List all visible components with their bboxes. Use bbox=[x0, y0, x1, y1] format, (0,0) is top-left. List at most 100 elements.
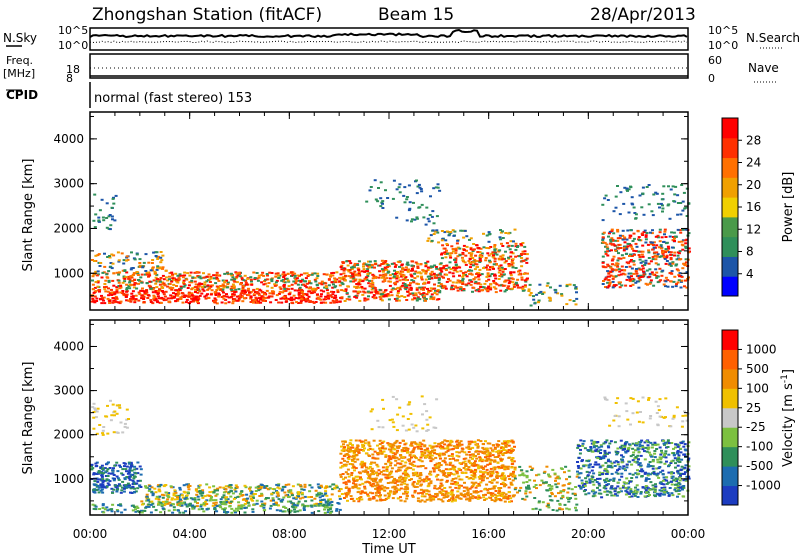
echo-cell bbox=[606, 254, 610, 257]
echo-cell bbox=[652, 284, 656, 287]
echo-cell bbox=[498, 449, 502, 452]
echo-cell bbox=[497, 492, 501, 495]
echo-cell bbox=[498, 498, 502, 501]
echo-cell bbox=[213, 507, 217, 510]
echo-cell bbox=[645, 232, 649, 234]
echo-cell bbox=[105, 485, 109, 488]
echo-cell bbox=[347, 446, 350, 449]
echo-cell bbox=[420, 276, 423, 279]
echo-cell bbox=[378, 447, 382, 450]
echo-cell bbox=[249, 290, 253, 293]
echo-cell bbox=[286, 297, 290, 300]
echo-cell bbox=[93, 193, 97, 196]
echo-cell bbox=[509, 255, 513, 258]
echo-cell bbox=[471, 453, 475, 456]
echo-cell bbox=[485, 275, 489, 278]
echo-cell bbox=[178, 488, 182, 491]
echo-cell bbox=[488, 487, 492, 490]
echo-cell bbox=[633, 253, 636, 256]
echo-cell bbox=[331, 488, 335, 491]
echo-cell bbox=[91, 503, 95, 506]
echo-cell bbox=[398, 462, 402, 465]
echo-cell bbox=[110, 510, 114, 513]
echo-cell bbox=[178, 274, 182, 277]
echo-cell bbox=[507, 263, 511, 265]
echo-cell bbox=[436, 183, 440, 186]
echo-cell bbox=[413, 441, 417, 444]
echo-cell bbox=[352, 277, 356, 280]
echo-cell bbox=[139, 289, 143, 292]
echo-cell bbox=[282, 274, 286, 277]
echo-cell bbox=[644, 238, 648, 241]
echo-cell bbox=[249, 301, 253, 303]
echo-cell bbox=[349, 463, 353, 466]
echo-cell bbox=[182, 285, 186, 288]
echo-cell bbox=[628, 236, 632, 239]
echo-cell bbox=[508, 280, 512, 283]
echo-cell bbox=[371, 456, 375, 459]
echo-cell bbox=[194, 295, 198, 298]
echo-cell bbox=[507, 257, 511, 260]
echo-cell bbox=[340, 445, 343, 448]
echo-cell bbox=[183, 294, 187, 297]
echo-cell bbox=[324, 282, 328, 285]
echo-cell bbox=[467, 466, 471, 469]
freq-tick-bottom: 8 bbox=[66, 72, 73, 85]
echo-cell bbox=[482, 267, 485, 270]
echo-cell bbox=[108, 228, 112, 231]
echo-cell bbox=[329, 506, 333, 509]
echo-cell bbox=[101, 216, 105, 219]
echo-cell bbox=[100, 488, 104, 491]
echo-cell bbox=[626, 189, 629, 192]
echo-cell bbox=[359, 476, 362, 479]
echo-cell bbox=[419, 472, 423, 474]
echo-cell bbox=[159, 511, 163, 514]
echo-cell bbox=[475, 266, 479, 269]
echo-cell bbox=[228, 505, 232, 508]
echo-cell bbox=[384, 447, 388, 450]
echo-cell bbox=[449, 468, 453, 471]
echo-cell bbox=[438, 462, 441, 464]
echo-cell bbox=[507, 486, 511, 489]
echo-cell bbox=[483, 475, 486, 478]
echo-cell bbox=[456, 494, 460, 497]
echo-cell bbox=[448, 462, 452, 465]
echo-cell bbox=[488, 233, 492, 235]
echo-cell bbox=[279, 499, 283, 502]
echo-cell bbox=[503, 483, 507, 485]
echo-cell bbox=[367, 467, 371, 470]
echo-cell bbox=[625, 188, 629, 191]
echo-cell bbox=[340, 268, 344, 271]
echo-cell bbox=[465, 453, 469, 456]
echo-cell bbox=[289, 489, 293, 492]
echo-cell bbox=[366, 477, 370, 480]
echo-cell bbox=[471, 463, 475, 466]
echo-cell bbox=[332, 283, 335, 286]
echo-cell bbox=[96, 478, 100, 481]
echo-cell bbox=[438, 291, 442, 294]
echo-cell bbox=[473, 474, 477, 476]
echo-cell bbox=[465, 249, 468, 252]
echo-cell bbox=[428, 453, 432, 456]
echo-cell bbox=[260, 505, 264, 508]
echo-cell bbox=[330, 281, 334, 284]
echo-cell bbox=[461, 275, 465, 278]
echo-cell bbox=[650, 232, 654, 235]
echo-cell bbox=[455, 443, 459, 446]
echo-cell bbox=[333, 279, 337, 282]
echo-cell bbox=[259, 301, 263, 304]
echo-cell bbox=[339, 488, 343, 491]
echo-cell bbox=[120, 252, 124, 255]
echo-cell bbox=[507, 264, 511, 267]
echo-cell bbox=[496, 445, 500, 448]
echo-cell bbox=[464, 283, 468, 286]
echo-cell bbox=[146, 294, 150, 297]
echo-cell bbox=[482, 494, 485, 497]
echo-cell bbox=[222, 494, 226, 497]
echo-cell bbox=[130, 492, 134, 494]
echo-cell bbox=[627, 262, 630, 265]
echo-cell bbox=[406, 263, 410, 266]
echo-cell bbox=[626, 245, 630, 248]
echo-cell bbox=[477, 482, 481, 485]
echo-cell bbox=[246, 497, 250, 500]
